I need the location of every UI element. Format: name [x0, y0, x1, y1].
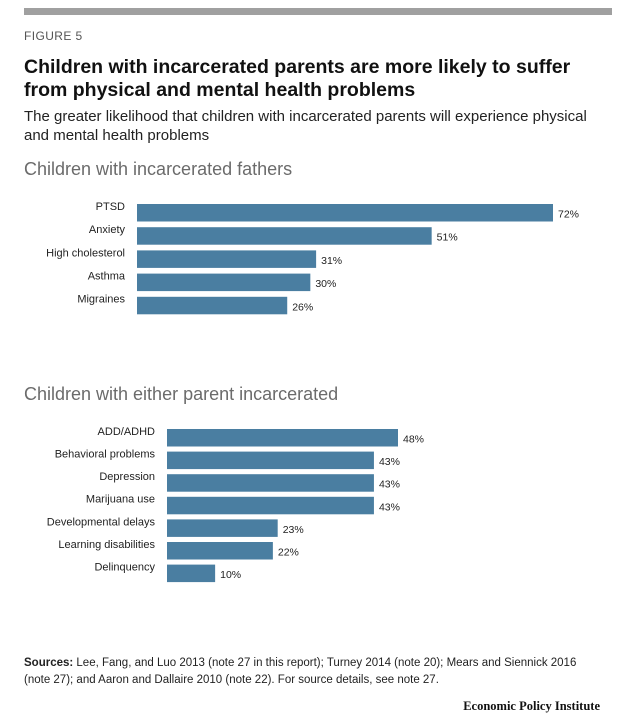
bar-marijuana-use	[167, 496, 374, 515]
category-label-high-cholesterol: High cholesterol	[46, 247, 125, 259]
bar-migraines	[137, 296, 288, 315]
category-label-migraines: Migraines	[77, 294, 125, 306]
bar-chart-fathers: PTSD 72% Anxiety 51% High cholesterol 31% Asth…	[46, 201, 579, 315]
value-label-migraines: 26%	[292, 301, 313, 313]
sources-label: Sources:	[24, 657, 74, 669]
category-label-learning-disabilities: Learning disabilities	[58, 539, 155, 551]
value-label-asthma: 30%	[315, 278, 336, 290]
bar-ptsd	[137, 204, 553, 222]
category-label-delinquency: Delinquency	[94, 562, 155, 574]
value-label-ptsd: 72%	[558, 209, 579, 221]
value-label-behavioral-problems: 43%	[379, 456, 400, 468]
category-label-behavioral-problems: Behavioral problems	[55, 449, 156, 461]
category-label-marijuana-use: Marijuana use	[86, 494, 155, 506]
category-label-ptsd: PTSD	[96, 201, 125, 213]
value-label-developmental-delays: 23%	[283, 524, 304, 536]
bar-add-adhd	[167, 429, 398, 447]
bar-behavioral-problems	[167, 451, 374, 470]
bar-developmental-delays	[167, 519, 278, 537]
value-label-add-adhd: 48%	[403, 434, 424, 446]
value-label-depression: 43%	[379, 479, 400, 491]
sources-note: Sources: Lee, Fang, and Luo 2013 (note 2…	[24, 655, 599, 689]
section-title-fathers: Children with incarcerated fathers	[24, 159, 293, 179]
bar-anxiety	[137, 227, 432, 245]
category-label-depression: Depression	[99, 471, 155, 483]
bar-learning-disabilities	[167, 542, 273, 560]
top-rule	[24, 8, 612, 15]
value-label-anxiety: 51%	[437, 232, 458, 244]
bar-depression	[167, 474, 374, 492]
sources-text: Lee, Fang, and Luo 2013 (note 27 in this…	[24, 657, 577, 686]
value-label-delinquency: 10%	[220, 569, 241, 581]
figure-label: FIGURE 5	[24, 29, 83, 43]
credit-text: Economic Policy Institute	[463, 699, 600, 713]
category-label-asthma: Asthma	[88, 271, 126, 283]
bar-chart-either-parent: ADD/ADHD 48% Behavioral problems 43% Depress…	[47, 426, 424, 583]
value-label-marijuana-use: 43%	[379, 501, 400, 513]
section-title-either-parent: Children with either parent incarcerated	[24, 384, 339, 404]
chart-subtitle: The greater likelihood that children wit…	[24, 108, 587, 144]
category-label-developmental-delays: Developmental delays	[47, 516, 156, 528]
value-label-high-cholesterol: 31%	[321, 255, 342, 267]
bar-asthma	[137, 273, 311, 292]
bar-high-cholesterol	[137, 250, 317, 268]
chart-title: Children with incarcerated parents are m…	[24, 56, 571, 101]
value-label-learning-disabilities: 22%	[278, 547, 299, 559]
category-label-add-adhd: ADD/ADHD	[98, 426, 156, 438]
category-label-anxiety: Anxiety	[89, 224, 126, 236]
bar-delinquency	[167, 564, 216, 583]
